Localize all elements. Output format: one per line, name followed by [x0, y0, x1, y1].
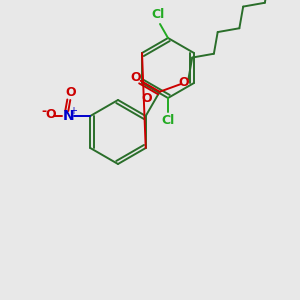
- Text: +: +: [69, 106, 77, 116]
- Text: O: O: [130, 71, 141, 84]
- Text: O: O: [178, 76, 189, 89]
- Text: Cl: Cl: [161, 115, 175, 128]
- Text: O: O: [142, 92, 152, 105]
- Text: Cl: Cl: [152, 8, 165, 22]
- Text: O: O: [65, 85, 76, 98]
- Text: N: N: [62, 109, 74, 123]
- Text: -: -: [42, 104, 47, 118]
- Text: O: O: [45, 109, 56, 122]
